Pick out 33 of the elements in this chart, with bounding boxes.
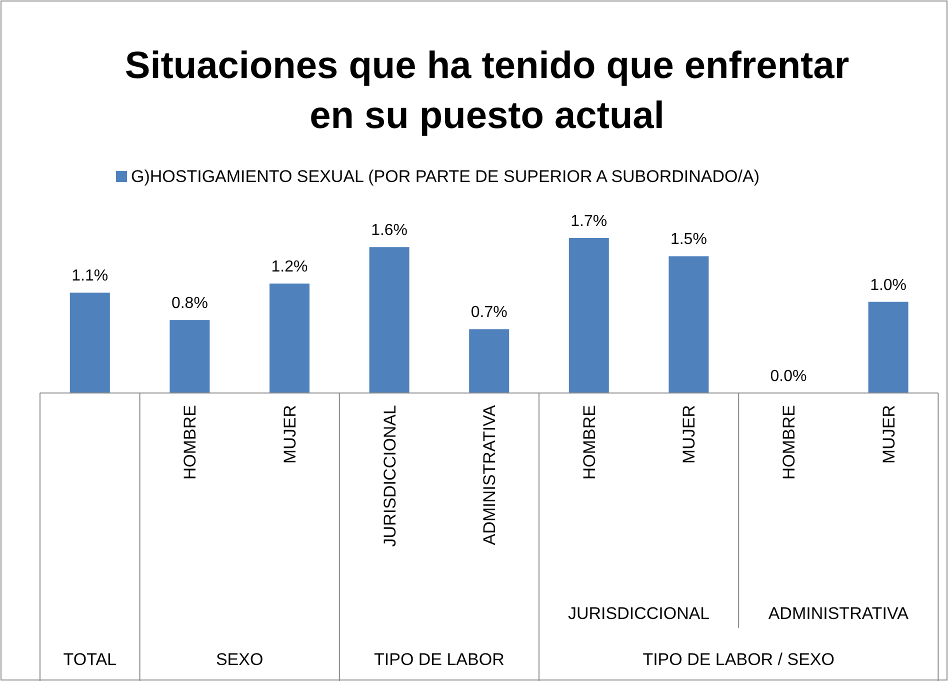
text: TOTAL <box>63 650 117 669</box>
bar <box>668 256 709 393</box>
data-label: 1.0% <box>870 276 907 294</box>
data-label: 1.7% <box>570 213 608 230</box>
data-label: 0.8% <box>171 295 208 312</box>
bar <box>170 320 210 393</box>
data-label: 1.6% <box>371 222 408 240</box>
data-label: 1.1% <box>72 268 108 285</box>
data-label: 0.7% <box>470 304 508 322</box>
legend-label: G)HOSTIGAMIENTO SEXUAL (POR PARTE DE SUPERIOR A SUBORDINADO/A) <box>131 167 760 186</box>
x-tick-label: JURISDICCIONAL <box>380 405 400 547</box>
bar <box>270 284 310 393</box>
bar <box>868 302 908 393</box>
bar <box>469 329 510 393</box>
bar <box>70 292 110 393</box>
x-tick-label: ADMINISTRATIVA <box>480 404 500 546</box>
x-tick-label: MUJER <box>280 405 300 464</box>
data-label: 1.5% <box>670 231 707 248</box>
bar <box>568 238 609 393</box>
x-tick-label: MUJER <box>680 405 699 464</box>
text: TIPO DE LABOR <box>374 650 504 669</box>
text: ADMINISTRATIVA <box>768 604 910 623</box>
data-label: 1.2% <box>271 258 308 276</box>
bar <box>369 247 410 393</box>
x-tick-label: MUJER <box>879 405 898 464</box>
text: JURISDICCIONAL <box>568 604 710 623</box>
x-tick-label: HOMBRE <box>780 405 798 480</box>
x-tick-label: HOMBRE <box>580 405 599 480</box>
data-label: 0.0% <box>770 368 807 385</box>
chart-title: Situaciones que ha tenido que enfrentar en su puesto actual <box>124 45 850 137</box>
x-tick-label: HOMBRE <box>180 405 200 480</box>
text: TIPO DE LABOR / SEXO <box>642 650 834 669</box>
text: SEXO <box>216 650 264 669</box>
